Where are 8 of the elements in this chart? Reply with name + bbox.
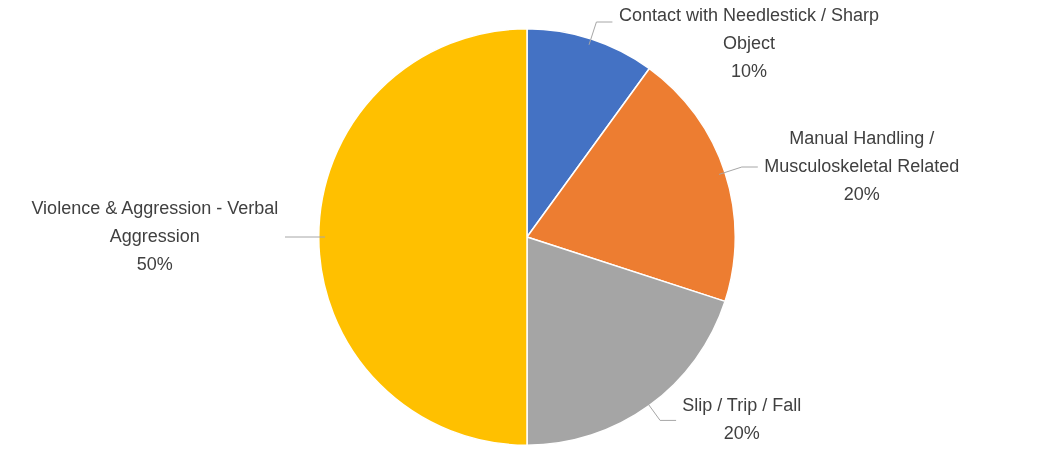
data-label: 10%	[730, 60, 767, 81]
slice-label: Manual Handling / Musculoskeletal Related	[764, 128, 960, 177]
data-label: 50%	[136, 253, 173, 274]
slice-label: Violence & Aggression - Verbal Aggression	[31, 197, 279, 246]
slice-label: Contact with Needlestick / Sharp Object	[618, 4, 880, 53]
slice-label: Slip / Trip / Fall	[682, 395, 802, 416]
data-label: 20%	[843, 184, 880, 205]
data-label: 20%	[723, 423, 760, 444]
